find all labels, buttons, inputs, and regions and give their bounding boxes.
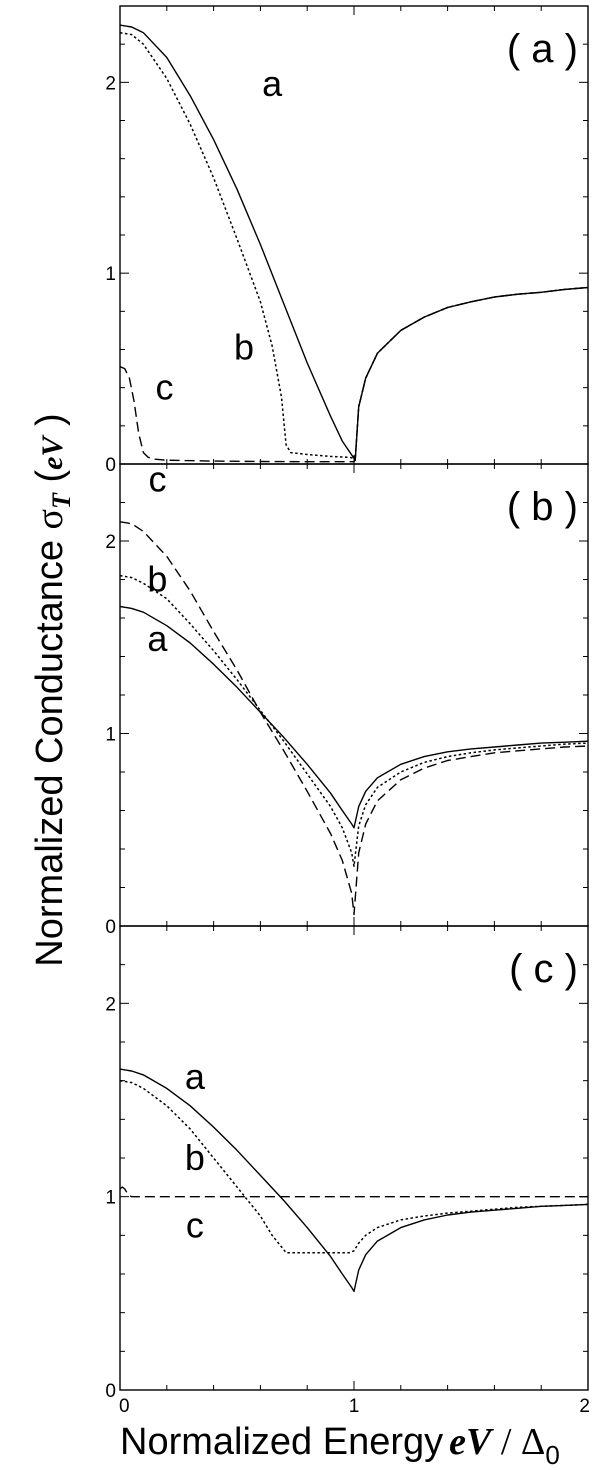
series-b-line	[119, 1079, 589, 1254]
y-tick-label: 1	[105, 1188, 116, 1209]
curve-label-a: a	[147, 618, 168, 659]
x-tick-label: 2	[579, 1396, 590, 1417]
curve-label-c: c	[148, 458, 166, 499]
x-tick-label: 1	[349, 1396, 360, 1417]
y-axis-title: Normalized Conductance σT (eV )	[29, 413, 76, 966]
series-a-line	[119, 24, 589, 461]
x-axis-title-sub: 0	[545, 1440, 559, 1470]
y-tick-label: 2	[105, 532, 116, 553]
panel-label: ( c )	[509, 947, 578, 991]
series-c-line	[119, 1186, 588, 1198]
panel-label: ( b )	[507, 485, 578, 529]
y-tick-label: 0	[105, 455, 116, 476]
x-tick-label: 0	[119, 1396, 130, 1417]
y-axis-title-arg: eV	[36, 434, 69, 470]
panel-1: 0 1 2 a b c ( a )	[105, 5, 589, 476]
panel-3: 0 1 2 abc ( c )	[105, 925, 589, 1402]
y-tick-label: 0	[105, 1381, 116, 1402]
curve-label-c: c	[186, 1205, 204, 1246]
y-tick-label: 2	[105, 73, 116, 94]
curve-label-b: b	[147, 559, 167, 600]
y-axis-title-sigma: σ	[29, 509, 71, 529]
y-axis-title-text: Normalized Conductance	[29, 529, 71, 966]
series-a-line	[119, 1068, 589, 1293]
curve-label-b: b	[185, 1137, 205, 1178]
series-b-line	[119, 574, 589, 868]
svg-text:Normalized Conductance σT (eV: Normalized Conductance σT (eV )	[29, 413, 76, 966]
x-axis-title-em: eV	[449, 1421, 494, 1463]
panel-2: 0 1 2 c ba ( b )	[105, 458, 589, 938]
series-c-line	[119, 521, 589, 916]
series-c-line	[119, 286, 589, 463]
curve-label-a: a	[262, 63, 283, 104]
y-tick-label: 1	[105, 725, 116, 746]
y-tick-label: 0	[105, 917, 116, 938]
panel-frame	[119, 463, 589, 927]
series-a-line	[119, 605, 589, 829]
y-tick-label: 1	[105, 264, 116, 285]
curve-label-c: c	[155, 367, 173, 408]
y-tick-label: 2	[105, 994, 116, 1015]
x-axis-title-text: Normalized Energy	[120, 1421, 443, 1463]
x-axis-title-rest: / Δ	[491, 1421, 545, 1463]
curve-label-a: a	[185, 1056, 206, 1097]
curve-label-b: b	[234, 327, 254, 368]
panel-label: ( a )	[507, 27, 578, 71]
panel-frame	[119, 5, 589, 465]
y-axis-title-subscript: T	[47, 492, 76, 509]
x-axis-title: Normalized Energy eV / Δ0	[120, 1421, 560, 1470]
